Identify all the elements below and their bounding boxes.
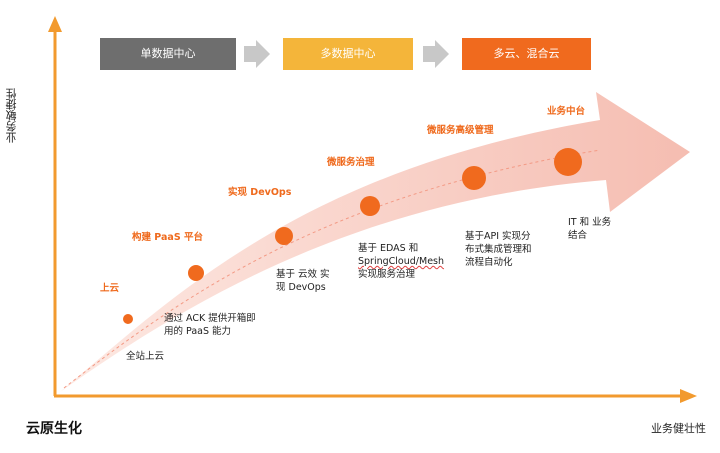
- milestone-title: 构建 PaaS 平台: [132, 232, 203, 243]
- stage-arrow-1: [244, 40, 270, 68]
- growth-arrow: [60, 92, 690, 392]
- milestone-description: 基于 云效 实 现 DevOps: [276, 269, 330, 293]
- milestone-title: 微服务治理: [327, 157, 375, 168]
- milestone-dot: [360, 196, 380, 216]
- milestone-dot: [275, 227, 293, 245]
- milestone-description: IT 和 业务 结合: [568, 217, 612, 241]
- progress-dashed-line: [63, 149, 601, 389]
- milestone-description: 全站上云: [126, 351, 165, 362]
- stage-multi-hybrid-cloud: 多云、混合云: [462, 38, 591, 70]
- milestone-title: 实现 DevOps: [228, 187, 292, 198]
- stage-multi-datacenter: 多数据中心: [283, 38, 413, 70]
- stage-single-datacenter: 单数据中心: [100, 38, 236, 70]
- milestone-description: 通过 ACK 提供开箱即 用的 PaaS 能力: [164, 313, 256, 337]
- x-axis-label: 业务健壮性: [651, 422, 706, 435]
- milestone-title: 上云: [100, 283, 120, 294]
- milestone-title: 业务中台: [547, 106, 586, 117]
- brand-title: 云原生化: [26, 421, 82, 437]
- milestone-dot: [188, 265, 204, 281]
- y-axis-label: 业务敏捷性: [5, 88, 18, 143]
- milestone-dot: [123, 314, 133, 324]
- y-axis-arrowhead: [48, 16, 62, 32]
- milestone-description: 基于API 实现分 布式集成管理和 流程自动化: [465, 231, 532, 268]
- milestone-dot: [554, 148, 582, 176]
- milestone-dot: [462, 166, 486, 190]
- milestone-title: 微服务高级管理: [427, 125, 494, 136]
- stage-arrow-2: [423, 40, 449, 68]
- x-axis-arrowhead: [680, 389, 697, 403]
- milestone-description: 基于 EDAS 和 SpringCloud/Mesh 实现服务治理: [358, 243, 445, 280]
